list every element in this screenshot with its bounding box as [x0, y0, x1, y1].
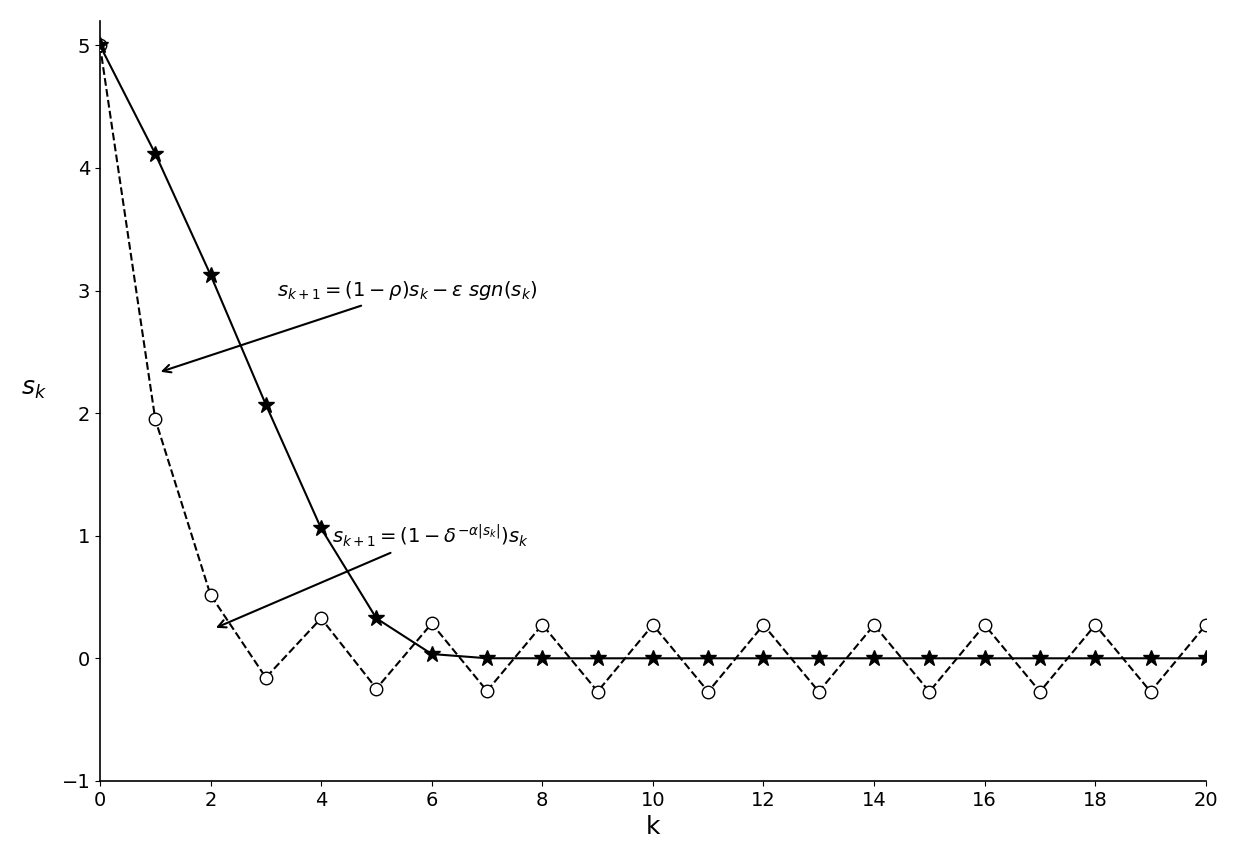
Text: $s_{k+1}=(1-\delta^{-\alpha|s_k|})s_k$: $s_{k+1}=(1-\delta^{-\alpha|s_k|})s_k$ — [218, 523, 529, 628]
Y-axis label: $s_k$: $s_k$ — [21, 377, 47, 401]
Text: $s_{k+1}=(1-\rho)s_k-\epsilon\ sgn(s_k)$: $s_{k+1}=(1-\rho)s_k-\epsilon\ sgn(s_k)$ — [162, 279, 538, 372]
X-axis label: k: k — [646, 815, 660, 839]
